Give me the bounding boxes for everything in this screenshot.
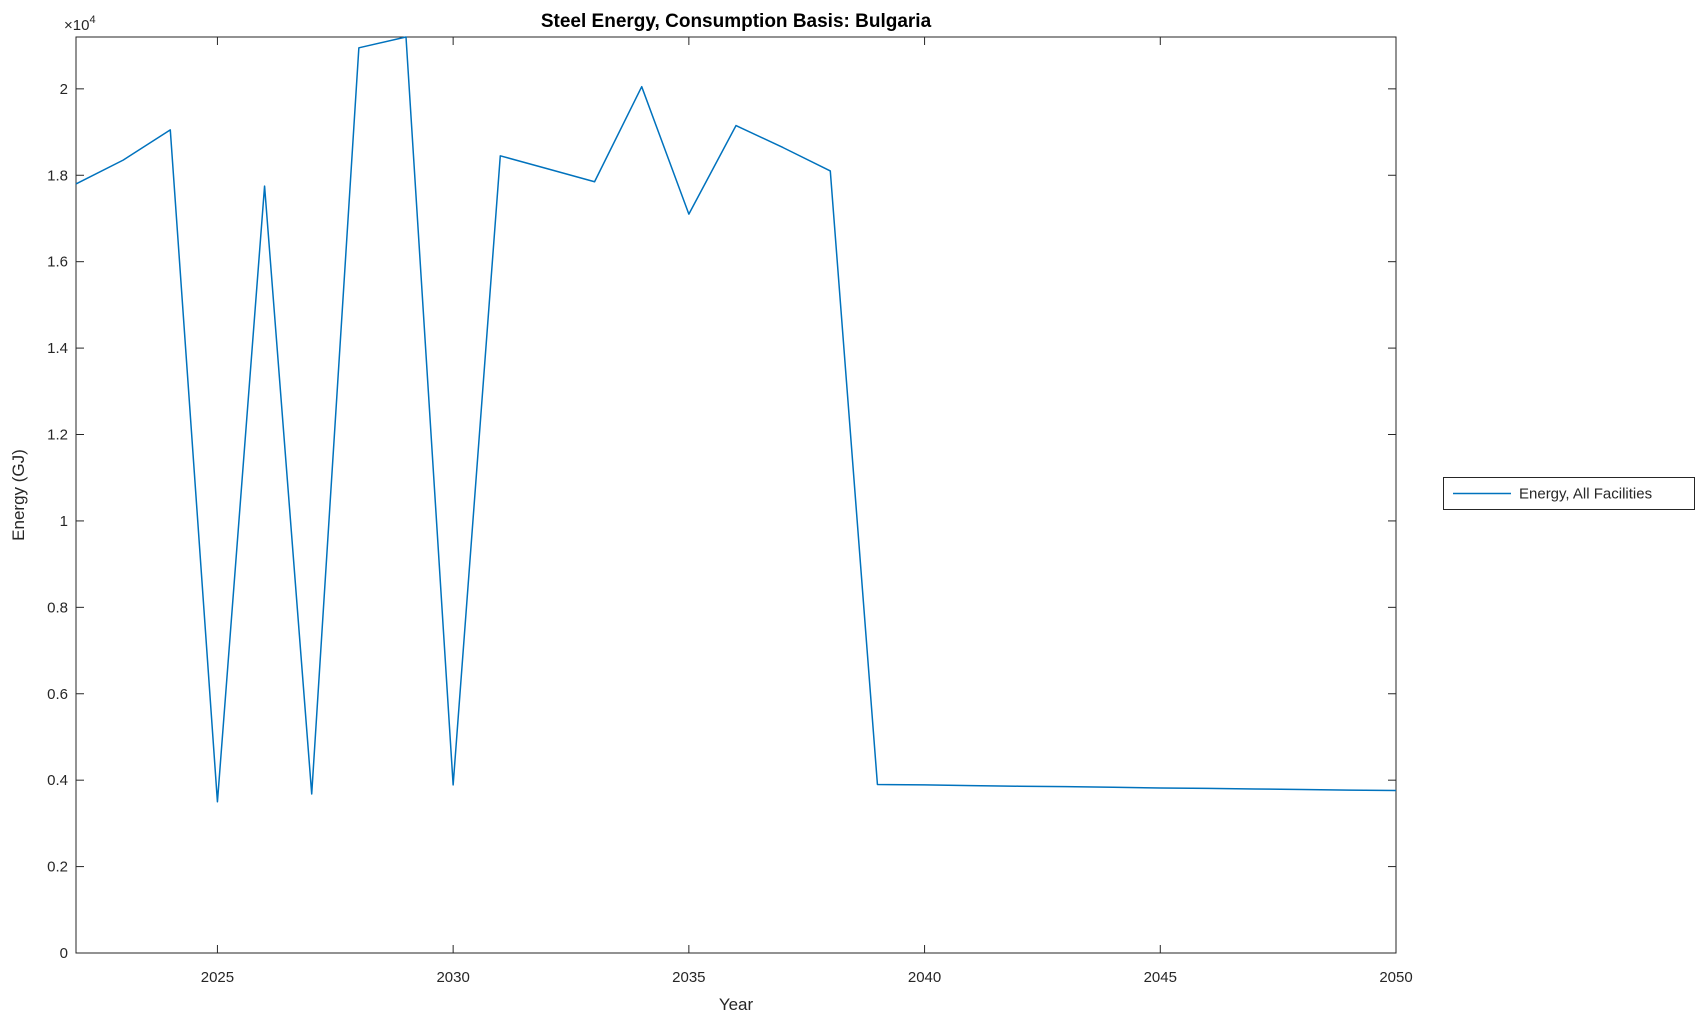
y-tick-label: 1 — [60, 513, 68, 530]
y-axis-label: Energy (GJ) — [9, 449, 28, 541]
x-tick-label: 2045 — [1144, 969, 1177, 986]
x-tick-label: 2030 — [436, 969, 469, 986]
legend: Energy, All Facilities — [1443, 477, 1695, 510]
x-tick-label: 2040 — [908, 969, 941, 986]
y-tick-label: 1.6 — [47, 254, 68, 271]
y-tick-label: 0.4 — [47, 772, 68, 789]
chart-title: Steel Energy, Consumption Basis: Bulgari… — [541, 11, 932, 32]
x-tick-label: 2035 — [672, 969, 705, 986]
y-axis-multiplier: ×104 — [64, 14, 96, 34]
x-tick-label: 2025 — [201, 969, 234, 986]
x-tick-label: 2050 — [1379, 969, 1412, 986]
y-tick-label: 1.8 — [47, 167, 68, 184]
y-tick-labels: 0 0.2 0.4 0.6 0.8 1 1.2 1.4 1.6 1.8 2 — [47, 81, 68, 962]
x-tick-labels: 2025 2030 2035 2040 2045 2050 — [201, 969, 1413, 986]
y-tick-label: 2 — [60, 81, 68, 98]
y-tick-label: 1.4 — [47, 340, 68, 357]
y-tick-label: 0.6 — [47, 686, 68, 703]
x-axis-label: Year — [719, 995, 754, 1014]
y-tick-label: 0 — [60, 945, 68, 962]
energy-series-line — [75, 36, 1397, 803]
y-tick-label: 0.2 — [47, 859, 68, 876]
axis-ticks — [76, 37, 1397, 954]
series-group — [75, 36, 1397, 803]
y-tick-label: 0.8 — [47, 599, 68, 616]
plot-box — [75, 36, 1397, 954]
y-tick-label: 1.2 — [47, 427, 68, 444]
legend-entry-label: Energy, All Facilities — [1519, 486, 1652, 503]
